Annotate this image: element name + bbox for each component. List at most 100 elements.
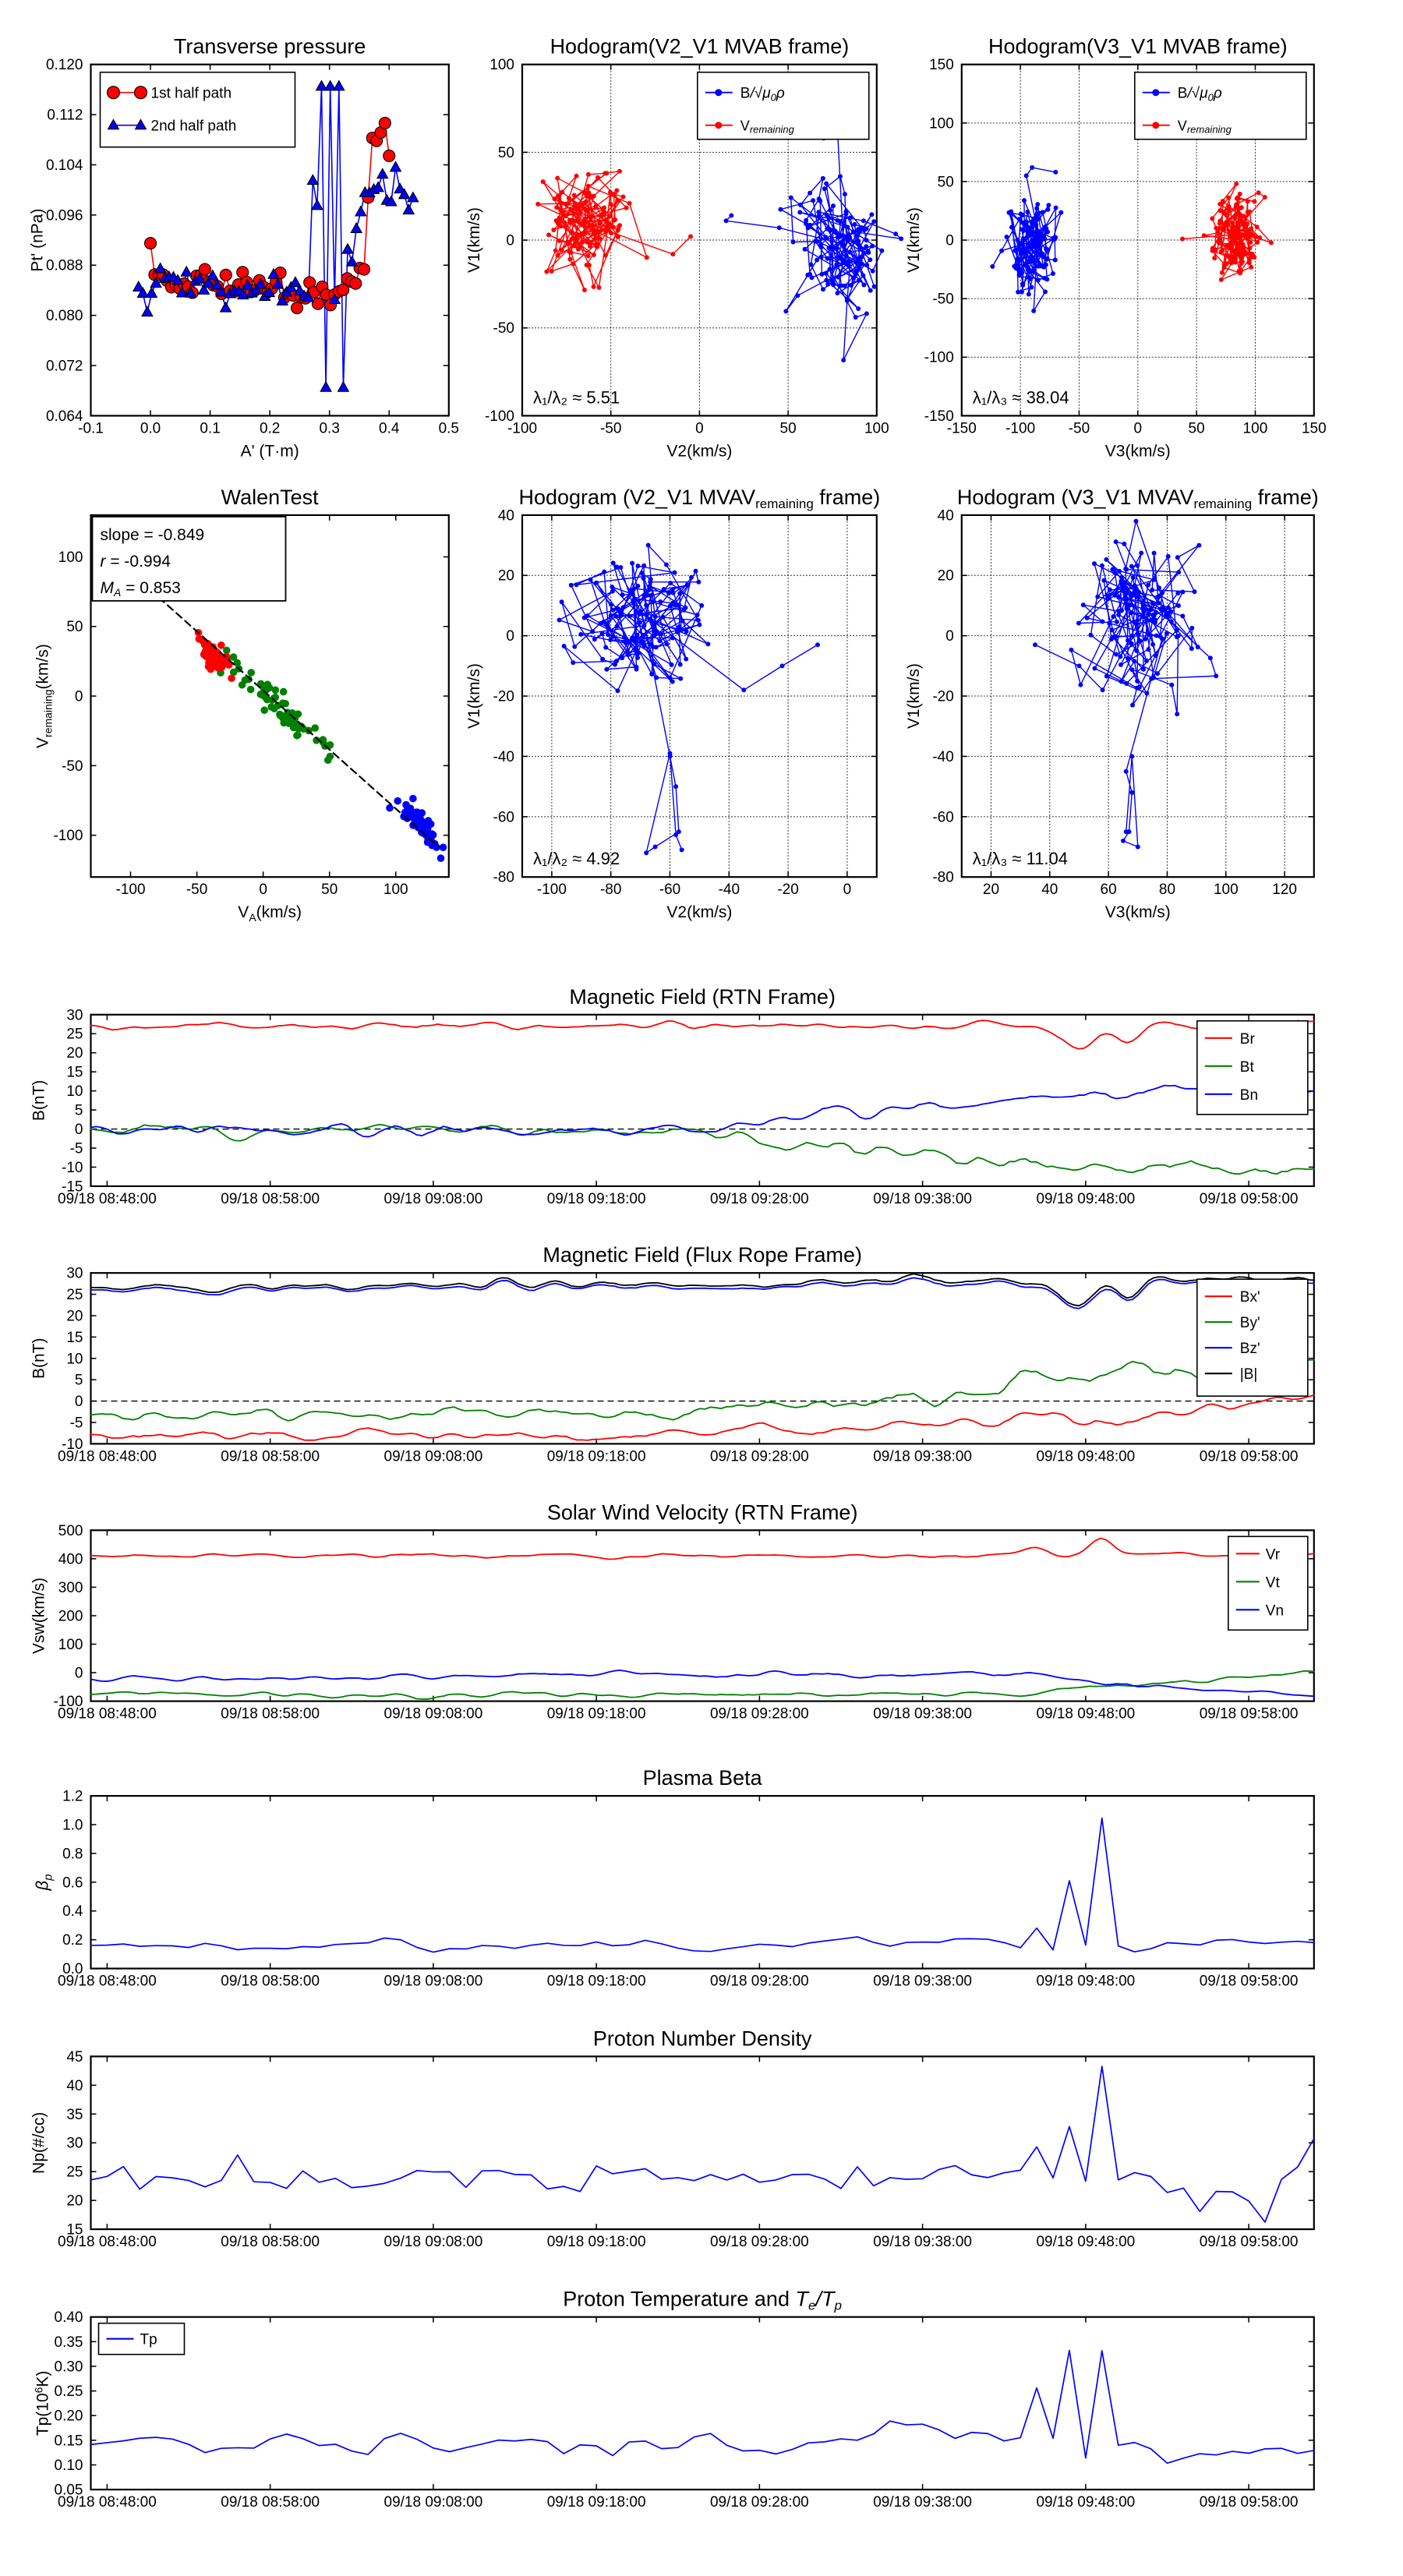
svg-text:0.1: 0.1 bbox=[200, 420, 220, 436]
svg-text:09/18 08:58:00: 09/18 08:58:00 bbox=[221, 2494, 320, 2511]
svg-text:-60: -60 bbox=[493, 809, 514, 825]
svg-text:-20: -20 bbox=[777, 882, 798, 898]
svg-text:Magnetic Field (Flux Rope Fram: Magnetic Field (Flux Rope Frame) bbox=[542, 1243, 862, 1267]
svg-text:09/18 09:38:00: 09/18 09:38:00 bbox=[873, 2234, 972, 2250]
svg-text:100: 100 bbox=[58, 1637, 83, 1653]
svg-text:30: 30 bbox=[66, 1007, 83, 1023]
svg-text:0.8: 0.8 bbox=[62, 1846, 83, 1862]
svg-text:35: 35 bbox=[66, 2107, 83, 2123]
svg-text:09/18 09:28:00: 09/18 09:28:00 bbox=[710, 1973, 809, 1989]
svg-text:0: 0 bbox=[945, 233, 954, 249]
svg-text:09/18 09:58:00: 09/18 09:58:00 bbox=[1200, 1448, 1299, 1465]
svg-text:Hodogram(V2_V1 MVAB frame): Hodogram(V2_V1 MVAB frame) bbox=[550, 35, 850, 58]
svg-text:100: 100 bbox=[489, 57, 514, 73]
svg-text:09/18 09:48:00: 09/18 09:48:00 bbox=[1036, 1973, 1135, 1989]
svg-text:09/18 09:38:00: 09/18 09:38:00 bbox=[873, 2494, 972, 2511]
svg-text:100: 100 bbox=[1243, 420, 1268, 436]
svg-text:-100: -100 bbox=[53, 1694, 83, 1710]
svg-text:0.20: 0.20 bbox=[55, 2408, 83, 2425]
svg-text:09/18 08:58:00: 09/18 08:58:00 bbox=[221, 1705, 320, 1722]
svg-text:09/18 09:58:00: 09/18 09:58:00 bbox=[1200, 1191, 1299, 1207]
svg-text:-50: -50 bbox=[186, 882, 207, 898]
svg-text:-5: -5 bbox=[70, 1415, 83, 1431]
svg-text:1.0: 1.0 bbox=[62, 1817, 83, 1833]
svg-text:2nd half path: 2nd half path bbox=[151, 118, 237, 135]
svg-text:0: 0 bbox=[75, 1394, 83, 1410]
svg-text:50: 50 bbox=[938, 174, 954, 190]
svg-text:-40: -40 bbox=[719, 882, 740, 898]
svg-text:09/18 09:28:00: 09/18 09:28:00 bbox=[710, 2494, 809, 2511]
svg-text:B/√μ0ρ: B/√μ0ρ bbox=[1178, 86, 1222, 104]
svg-text:15: 15 bbox=[66, 1065, 83, 1081]
svg-text:-50: -50 bbox=[932, 292, 953, 308]
svg-text:09/18 09:38:00: 09/18 09:38:00 bbox=[873, 1705, 972, 1722]
svg-text:0: 0 bbox=[506, 628, 514, 645]
svg-text:1.2: 1.2 bbox=[62, 1789, 83, 1805]
svg-text:09/18 08:58:00: 09/18 08:58:00 bbox=[221, 1973, 320, 1989]
svg-text:09/18 09:08:00: 09/18 09:08:00 bbox=[384, 1705, 483, 1722]
svg-text:βp: βp bbox=[33, 1874, 55, 1891]
svg-text:slope = -0.849: slope = -0.849 bbox=[101, 526, 205, 544]
svg-text:30: 30 bbox=[66, 2136, 83, 2152]
svg-text:Proton Number Density: Proton Number Density bbox=[593, 2027, 812, 2050]
svg-text:100: 100 bbox=[58, 549, 83, 566]
svg-text:09/18 09:28:00: 09/18 09:28:00 bbox=[710, 1191, 809, 1207]
svg-text:15: 15 bbox=[66, 1330, 83, 1346]
svg-text:V1(km/s): V1(km/s) bbox=[465, 207, 483, 273]
svg-text:-80: -80 bbox=[600, 882, 621, 898]
svg-text:09/18 09:18:00: 09/18 09:18:00 bbox=[547, 2234, 646, 2250]
svg-text:09/18 09:58:00: 09/18 09:58:00 bbox=[1200, 2494, 1299, 2511]
svg-text:V1(km/s): V1(km/s) bbox=[905, 207, 923, 273]
svg-text:Bz': Bz' bbox=[1240, 1341, 1260, 1357]
svg-text:40: 40 bbox=[1041, 882, 1058, 898]
svg-text:-50: -50 bbox=[493, 320, 514, 337]
svg-text:09/18 08:58:00: 09/18 08:58:00 bbox=[221, 1448, 320, 1465]
svg-text:09/18 09:08:00: 09/18 09:08:00 bbox=[384, 1448, 483, 1465]
svg-text:0.120: 0.120 bbox=[46, 57, 83, 73]
svg-text:WalenTest: WalenTest bbox=[221, 486, 320, 509]
svg-text:-100: -100 bbox=[1005, 420, 1035, 436]
svg-text:0.40: 0.40 bbox=[55, 2309, 83, 2326]
svg-text:09/18 09:08:00: 09/18 09:08:00 bbox=[384, 2494, 483, 2511]
svg-text:Vsw(km/s): Vsw(km/s) bbox=[30, 1578, 48, 1654]
svg-text:100: 100 bbox=[864, 420, 889, 436]
svg-text:Hodogram (V2_V1 MVAVremaining: Hodogram (V2_V1 MVAVremaining frame) bbox=[518, 486, 880, 511]
svg-text:V2(km/s): V2(km/s) bbox=[666, 442, 732, 460]
svg-text:09/18 09:18:00: 09/18 09:18:00 bbox=[547, 1705, 646, 1722]
svg-text:0: 0 bbox=[506, 233, 514, 249]
svg-text:09/18 09:18:00: 09/18 09:18:00 bbox=[547, 1448, 646, 1465]
svg-text:B(nT): B(nT) bbox=[30, 1338, 48, 1380]
svg-text:0.6: 0.6 bbox=[62, 1875, 83, 1891]
svg-text:0.2: 0.2 bbox=[62, 1932, 83, 1949]
svg-text:40: 40 bbox=[66, 2078, 83, 2094]
svg-text:-60: -60 bbox=[932, 809, 953, 825]
svg-text:25: 25 bbox=[66, 2164, 83, 2181]
svg-text:Solar Wind Velocity (RTN Frame: Solar Wind Velocity (RTN Frame) bbox=[547, 1500, 858, 1524]
svg-text:0: 0 bbox=[695, 420, 704, 436]
svg-text:By': By' bbox=[1240, 1315, 1260, 1331]
svg-text:0: 0 bbox=[945, 628, 954, 645]
svg-text:-10: -10 bbox=[62, 1160, 83, 1176]
svg-text:09/18 08:58:00: 09/18 08:58:00 bbox=[221, 2234, 320, 2250]
svg-text:20: 20 bbox=[498, 568, 514, 585]
svg-text:-40: -40 bbox=[493, 749, 514, 765]
svg-text:-100: -100 bbox=[537, 882, 567, 898]
svg-text:0.080: 0.080 bbox=[46, 308, 83, 324]
svg-text:0: 0 bbox=[75, 1122, 83, 1138]
svg-text:-40: -40 bbox=[932, 749, 953, 765]
svg-text:0.2: 0.2 bbox=[260, 420, 280, 436]
svg-text:09/18 09:38:00: 09/18 09:38:00 bbox=[873, 1191, 972, 1207]
svg-text:20: 20 bbox=[983, 882, 999, 898]
svg-text:0.0: 0.0 bbox=[140, 420, 161, 436]
svg-text:40: 40 bbox=[938, 507, 954, 524]
svg-text:V2(km/s): V2(km/s) bbox=[666, 903, 732, 921]
svg-text:Tp(106K): Tp(106K) bbox=[33, 2371, 52, 2436]
svg-text:50: 50 bbox=[1189, 420, 1205, 436]
svg-text:Magnetic Field (RTN Frame): Magnetic Field (RTN Frame) bbox=[569, 985, 836, 1009]
svg-text:09/18 09:28:00: 09/18 09:28:00 bbox=[710, 1448, 809, 1465]
svg-text:-5: -5 bbox=[70, 1140, 83, 1157]
svg-text:-20: -20 bbox=[932, 689, 953, 705]
svg-text:-60: -60 bbox=[659, 882, 680, 898]
svg-text:5: 5 bbox=[75, 1373, 83, 1389]
svg-text:0.096: 0.096 bbox=[46, 207, 83, 224]
